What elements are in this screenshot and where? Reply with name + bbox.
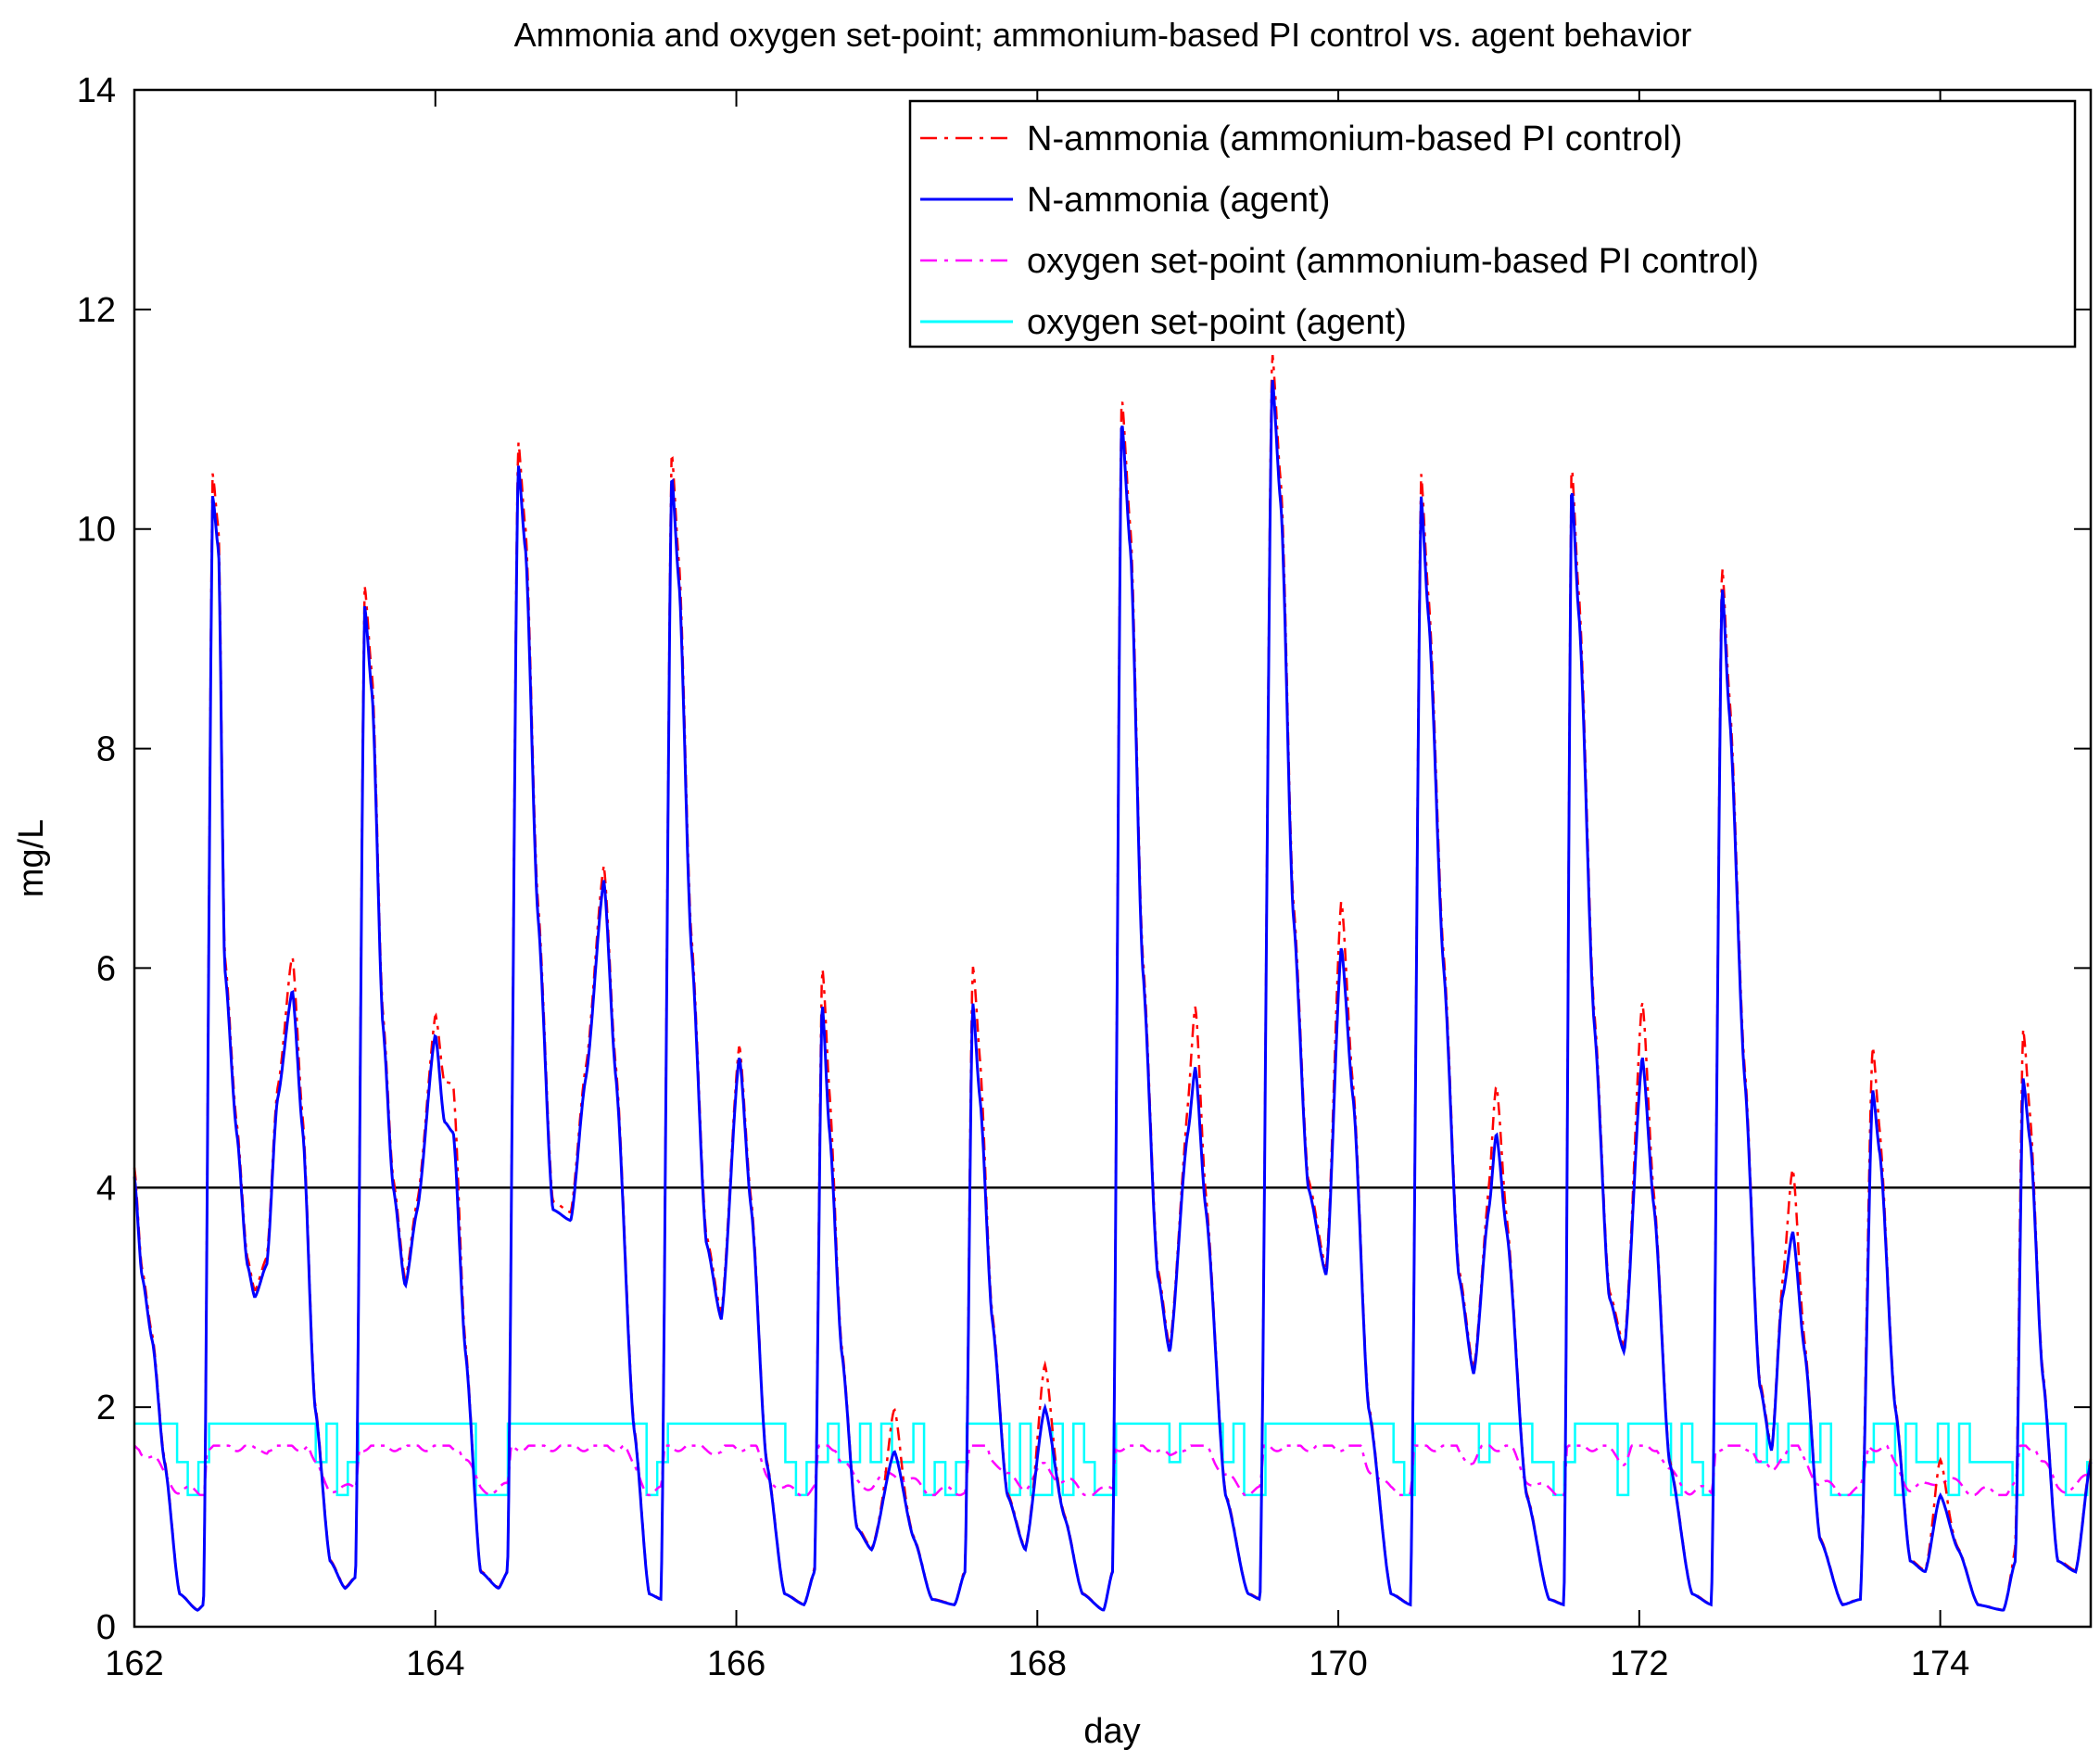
y-tick-label: 2 xyxy=(96,1389,116,1427)
x-axis-label: day xyxy=(1083,1712,1140,1751)
x-tick-label: 172 xyxy=(1610,1644,1668,1683)
y-axis-label: mg/L xyxy=(12,819,51,897)
x-tick-label: 166 xyxy=(707,1644,765,1683)
series-line-pi-oxygen xyxy=(133,1443,2092,1497)
x-tick-label: 174 xyxy=(1911,1644,1969,1683)
series-line-agent-oxygen xyxy=(134,1422,2091,1497)
y-tick-label: 8 xyxy=(96,730,116,769)
x-tick-label: 164 xyxy=(406,1644,464,1683)
series-line-agent-ammonia xyxy=(133,379,2093,1612)
y-tick-labels: 0 2 4 6 8 10 12 14 xyxy=(77,71,116,1647)
axes-frame xyxy=(133,88,2093,1629)
legend: N-ammonia (ammonium-based PI control) N-… xyxy=(908,99,2077,349)
x-tick-label: 168 xyxy=(1008,1644,1067,1683)
legend-label-pi-oxygen: oxygen set-point (ammonium-based PI cont… xyxy=(1027,242,1759,281)
chart-title: Ammonia and oxygen set-point; ammonium-b… xyxy=(514,16,1692,54)
x-tick-label: 162 xyxy=(105,1644,163,1683)
legend-label-pi-ammonia: N-ammonia (ammonium-based PI control) xyxy=(1027,120,1682,159)
y-tick-label: 6 xyxy=(96,949,116,988)
legend-label-agent-oxygen: oxygen set-point (agent) xyxy=(1027,303,1407,342)
x-tick-labels: 162 164 166 168 170 172 174 xyxy=(105,1644,1969,1683)
series-layer xyxy=(133,354,2093,1612)
y-tick-label: 10 xyxy=(77,511,116,550)
y-tick-label: 14 xyxy=(77,71,116,110)
x-tick-label: 170 xyxy=(1309,1644,1367,1683)
y-tick-label: 4 xyxy=(96,1169,116,1208)
y-tick-label: 12 xyxy=(77,291,116,330)
legend-label-agent-ammonia: N-ammonia (agent) xyxy=(1027,181,1330,220)
y-tick-label: 0 xyxy=(96,1608,116,1647)
legend-box xyxy=(908,99,2077,349)
